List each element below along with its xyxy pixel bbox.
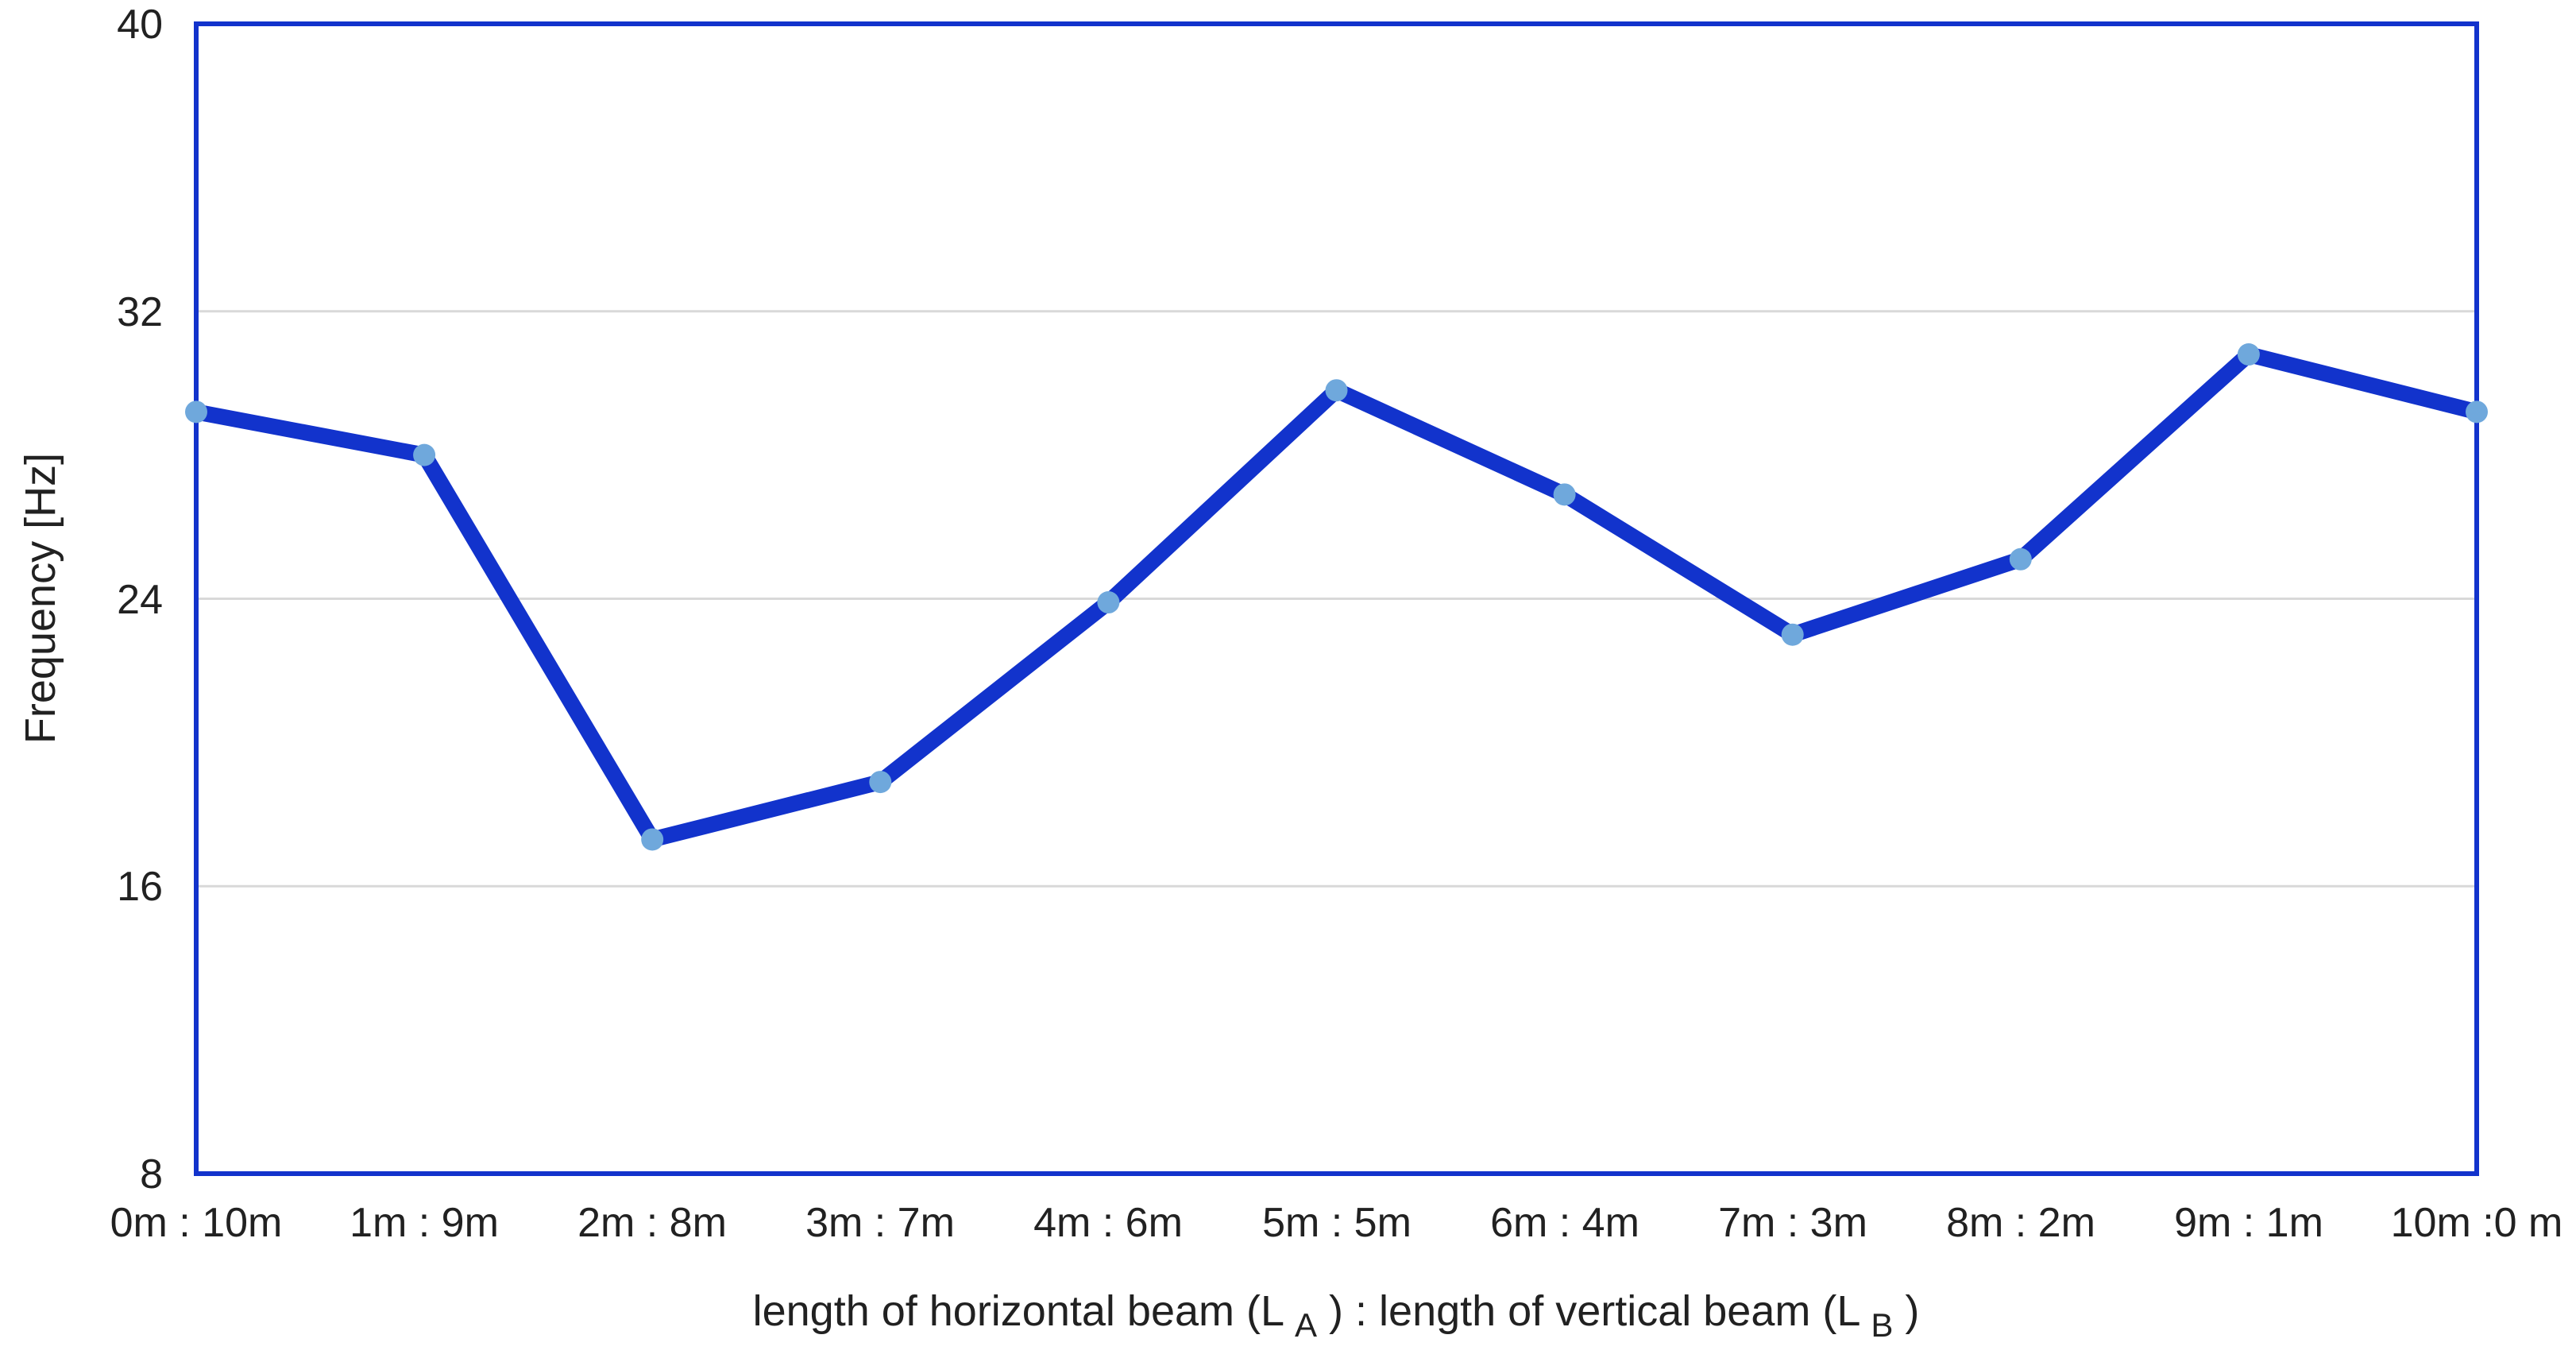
plot-border — [194, 21, 2479, 1176]
x-tick-1: 1m : 9m — [350, 1200, 499, 1246]
y-tick-32: 32 — [117, 289, 163, 335]
data-point-marker-6 — [1553, 483, 1576, 506]
y-tick-8: 8 — [140, 1151, 163, 1197]
data-point-marker-5 — [1325, 379, 1348, 402]
y-tick-16: 16 — [117, 864, 163, 910]
data-point-marker-0 — [185, 400, 207, 424]
data-point-marker-3 — [869, 771, 892, 794]
x-tick-2: 2m : 8m — [577, 1200, 727, 1246]
x-tick-6: 6m : 4m — [1490, 1200, 1639, 1246]
series-line — [188, 346, 2485, 848]
x-axis-title-subscript-b: B — [1871, 1306, 1893, 1344]
data-point-marker-7 — [1781, 623, 1804, 646]
x-tick-10: 10m :0 m — [2391, 1200, 2563, 1246]
x-tick-9: 9m : 1m — [2174, 1200, 2323, 1246]
gridlines-group — [196, 310, 2477, 888]
x-axis-title-part: ) — [1905, 1287, 1919, 1335]
x-axis-title-subscript-a: A — [1295, 1306, 1317, 1344]
x-tick-3: 3m : 7m — [805, 1200, 955, 1246]
y-axis-ticks: 40 32 24 16 8 — [117, 2, 163, 1197]
x-axis-title-part: ) : length of vertical beam (L — [1329, 1287, 1860, 1335]
y-tick-24: 24 — [117, 577, 163, 623]
x-axis-ticks: 0m : 10m 1m : 9m 2m : 8m 3m : 7m 4m : 6m… — [110, 1200, 2563, 1246]
data-point-marker-8 — [2009, 547, 2032, 571]
x-tick-7: 7m : 3m — [1718, 1200, 1867, 1246]
x-axis-title: length of horizontal beam (L A ) : lengt… — [753, 1287, 1920, 1346]
data-point-marker-4 — [1097, 591, 1120, 614]
x-axis-title-part: length of horizontal beam (L — [753, 1287, 1284, 1335]
x-tick-4: 4m : 6m — [1033, 1200, 1183, 1246]
data-point-marker-9 — [2237, 343, 2260, 366]
x-tick-5: 5m : 5m — [1262, 1200, 1412, 1246]
y-tick-40: 40 — [117, 2, 163, 48]
data-point-marker-1 — [413, 443, 436, 466]
data-point-marker-10 — [2466, 400, 2488, 424]
x-tick-8: 8m : 2m — [1946, 1200, 2095, 1246]
data-point-marker-2 — [641, 828, 664, 851]
y-axis-title: Frequency [Hz] — [17, 453, 64, 744]
series-group — [185, 343, 2488, 851]
x-tick-0: 0m : 10m — [110, 1200, 283, 1246]
